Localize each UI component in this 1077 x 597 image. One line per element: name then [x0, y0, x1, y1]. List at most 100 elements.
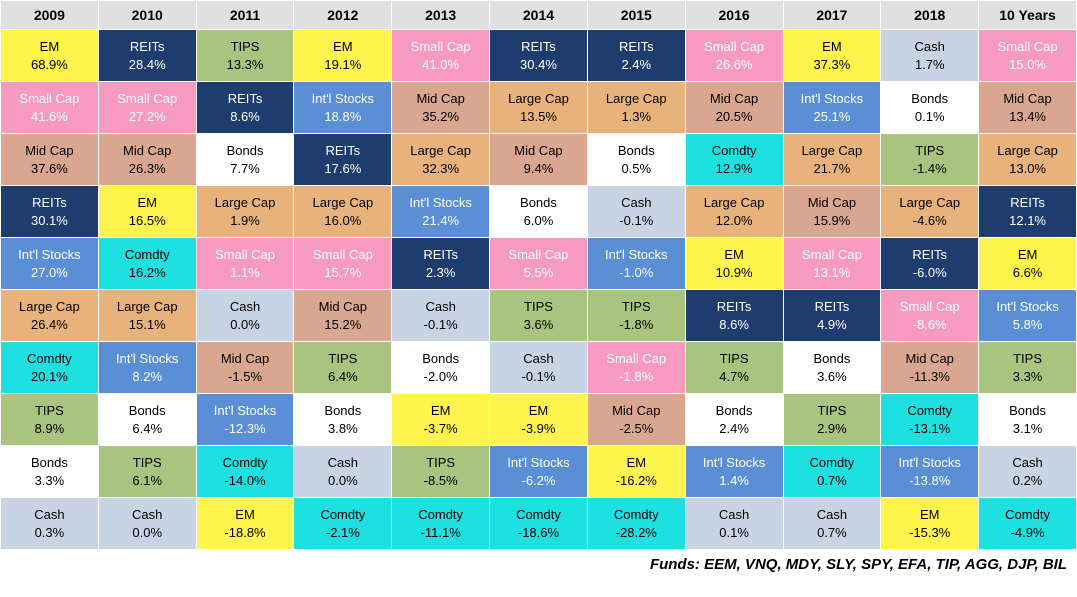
asset-name: Small Cap: [590, 350, 683, 368]
asset-name: TIPS: [394, 454, 487, 472]
asset-return: 13.4%: [981, 108, 1074, 126]
asset-return: -15.3%: [883, 524, 976, 542]
asset-cell: Large Cap13.0%: [979, 134, 1077, 186]
asset-return: -12.3%: [199, 420, 292, 438]
asset-return: 1.7%: [883, 56, 976, 74]
asset-name: Large Cap: [786, 142, 879, 160]
asset-cell: Cash-0.1%: [392, 290, 490, 342]
asset-cell: Comdty20.1%: [1, 342, 99, 394]
asset-return: 10.9%: [688, 264, 781, 282]
asset-return: 30.4%: [492, 56, 585, 74]
asset-return: 1.9%: [199, 212, 292, 230]
asset-cell: Cash0.0%: [196, 290, 294, 342]
asset-return: 28.4%: [101, 56, 194, 74]
asset-cell: Comdty12.9%: [685, 134, 783, 186]
asset-return: -8.5%: [394, 472, 487, 490]
rank-row: Small Cap41.6%Small Cap27.2%REITs8.6%Int…: [1, 82, 1077, 134]
rank-row: Cash0.3%Cash0.0%EM-18.8%Comdty-2.1%Comdt…: [1, 498, 1077, 550]
rank-row: Bonds3.3%TIPS6.1%Comdty-14.0%Cash0.0%TIP…: [1, 446, 1077, 498]
asset-name: Int'l Stocks: [492, 454, 585, 472]
asset-name: TIPS: [688, 350, 781, 368]
asset-cell: Small Cap5.5%: [490, 238, 588, 290]
asset-cell: Comdty-11.1%: [392, 498, 490, 550]
asset-return: 8.2%: [101, 368, 194, 386]
asset-cell: Mid Cap35.2%: [392, 82, 490, 134]
asset-name: Bonds: [786, 350, 879, 368]
asset-return: 6.6%: [981, 264, 1074, 282]
asset-return: 4.9%: [786, 316, 879, 334]
asset-return: -1.8%: [590, 368, 683, 386]
asset-name: TIPS: [492, 298, 585, 316]
asset-cell: Comdty-18.6%: [490, 498, 588, 550]
asset-name: Mid Cap: [981, 90, 1074, 108]
asset-cell: Small Cap15.0%: [979, 30, 1077, 82]
asset-cell: Small Cap13.1%: [783, 238, 881, 290]
asset-cell: Int'l Stocks-13.8%: [881, 446, 979, 498]
asset-return: 25.1%: [786, 108, 879, 126]
asset-return: 8.9%: [3, 420, 96, 438]
asset-cell: Cash1.7%: [881, 30, 979, 82]
asset-cell: Comdty-13.1%: [881, 394, 979, 446]
asset-return: -18.6%: [492, 524, 585, 542]
asset-cell: Small Cap-8.6%: [881, 290, 979, 342]
asset-name: Comdty: [786, 454, 879, 472]
asset-cell: Bonds3.6%: [783, 342, 881, 394]
asset-cell: REITs17.6%: [294, 134, 392, 186]
rank-row: Mid Cap37.6%Mid Cap26.3%Bonds7.7%REITs17…: [1, 134, 1077, 186]
asset-name: EM: [786, 38, 879, 56]
asset-cell: Large Cap21.7%: [783, 134, 881, 186]
asset-cell: Large Cap13.5%: [490, 82, 588, 134]
asset-name: Int'l Stocks: [981, 298, 1074, 316]
asset-return: -1.5%: [199, 368, 292, 386]
column-header: 2011: [196, 1, 294, 30]
column-header: 2012: [294, 1, 392, 30]
asset-cell: EM10.9%: [685, 238, 783, 290]
asset-return: 37.3%: [786, 56, 879, 74]
asset-return: -11.1%: [394, 524, 487, 542]
asset-name: Bonds: [296, 402, 389, 420]
asset-name: REITs: [883, 246, 976, 264]
asset-return: -4.9%: [981, 524, 1074, 542]
asset-name: Bonds: [981, 402, 1074, 420]
asset-cell: TIPS3.6%: [490, 290, 588, 342]
asset-name: Comdty: [101, 246, 194, 264]
asset-return: 0.7%: [786, 524, 879, 542]
asset-cell: EM-3.9%: [490, 394, 588, 446]
asset-return: 0.0%: [101, 524, 194, 542]
asset-name: Cash: [590, 194, 683, 212]
asset-name: Comdty: [492, 506, 585, 524]
asset-name: Mid Cap: [688, 90, 781, 108]
asset-return: 12.1%: [981, 212, 1074, 230]
asset-name: Comdty: [394, 506, 487, 524]
asset-cell: TIPS2.9%: [783, 394, 881, 446]
asset-return: -11.3%: [883, 368, 976, 386]
asset-return: 0.0%: [199, 316, 292, 334]
asset-name: Large Cap: [394, 142, 487, 160]
asset-cell: Bonds-2.0%: [392, 342, 490, 394]
asset-return: 6.0%: [492, 212, 585, 230]
asset-name: Large Cap: [688, 194, 781, 212]
rank-row: TIPS8.9%Bonds6.4%Int'l Stocks-12.3%Bonds…: [1, 394, 1077, 446]
asset-name: Large Cap: [492, 90, 585, 108]
asset-return: 21.4%: [394, 212, 487, 230]
asset-cell: Int'l Stocks27.0%: [1, 238, 99, 290]
asset-cell: Large Cap15.1%: [98, 290, 196, 342]
asset-name: Cash: [199, 298, 292, 316]
asset-cell: Cash-0.1%: [587, 186, 685, 238]
asset-name: Int'l Stocks: [394, 194, 487, 212]
asset-name: TIPS: [590, 298, 683, 316]
asset-cell: Bonds0.1%: [881, 82, 979, 134]
asset-return: 15.1%: [101, 316, 194, 334]
asset-cell: Mid Cap15.2%: [294, 290, 392, 342]
asset-name: TIPS: [981, 350, 1074, 368]
asset-name: Large Cap: [199, 194, 292, 212]
asset-return: 18.8%: [296, 108, 389, 126]
asset-name: Cash: [786, 506, 879, 524]
asset-cell: EM-18.8%: [196, 498, 294, 550]
asset-return: -13.1%: [883, 420, 976, 438]
column-header: 2009: [1, 1, 99, 30]
asset-name: Small Cap: [199, 246, 292, 264]
asset-name: TIPS: [101, 454, 194, 472]
asset-name: EM: [688, 246, 781, 264]
asset-name: Comdty: [883, 402, 976, 420]
